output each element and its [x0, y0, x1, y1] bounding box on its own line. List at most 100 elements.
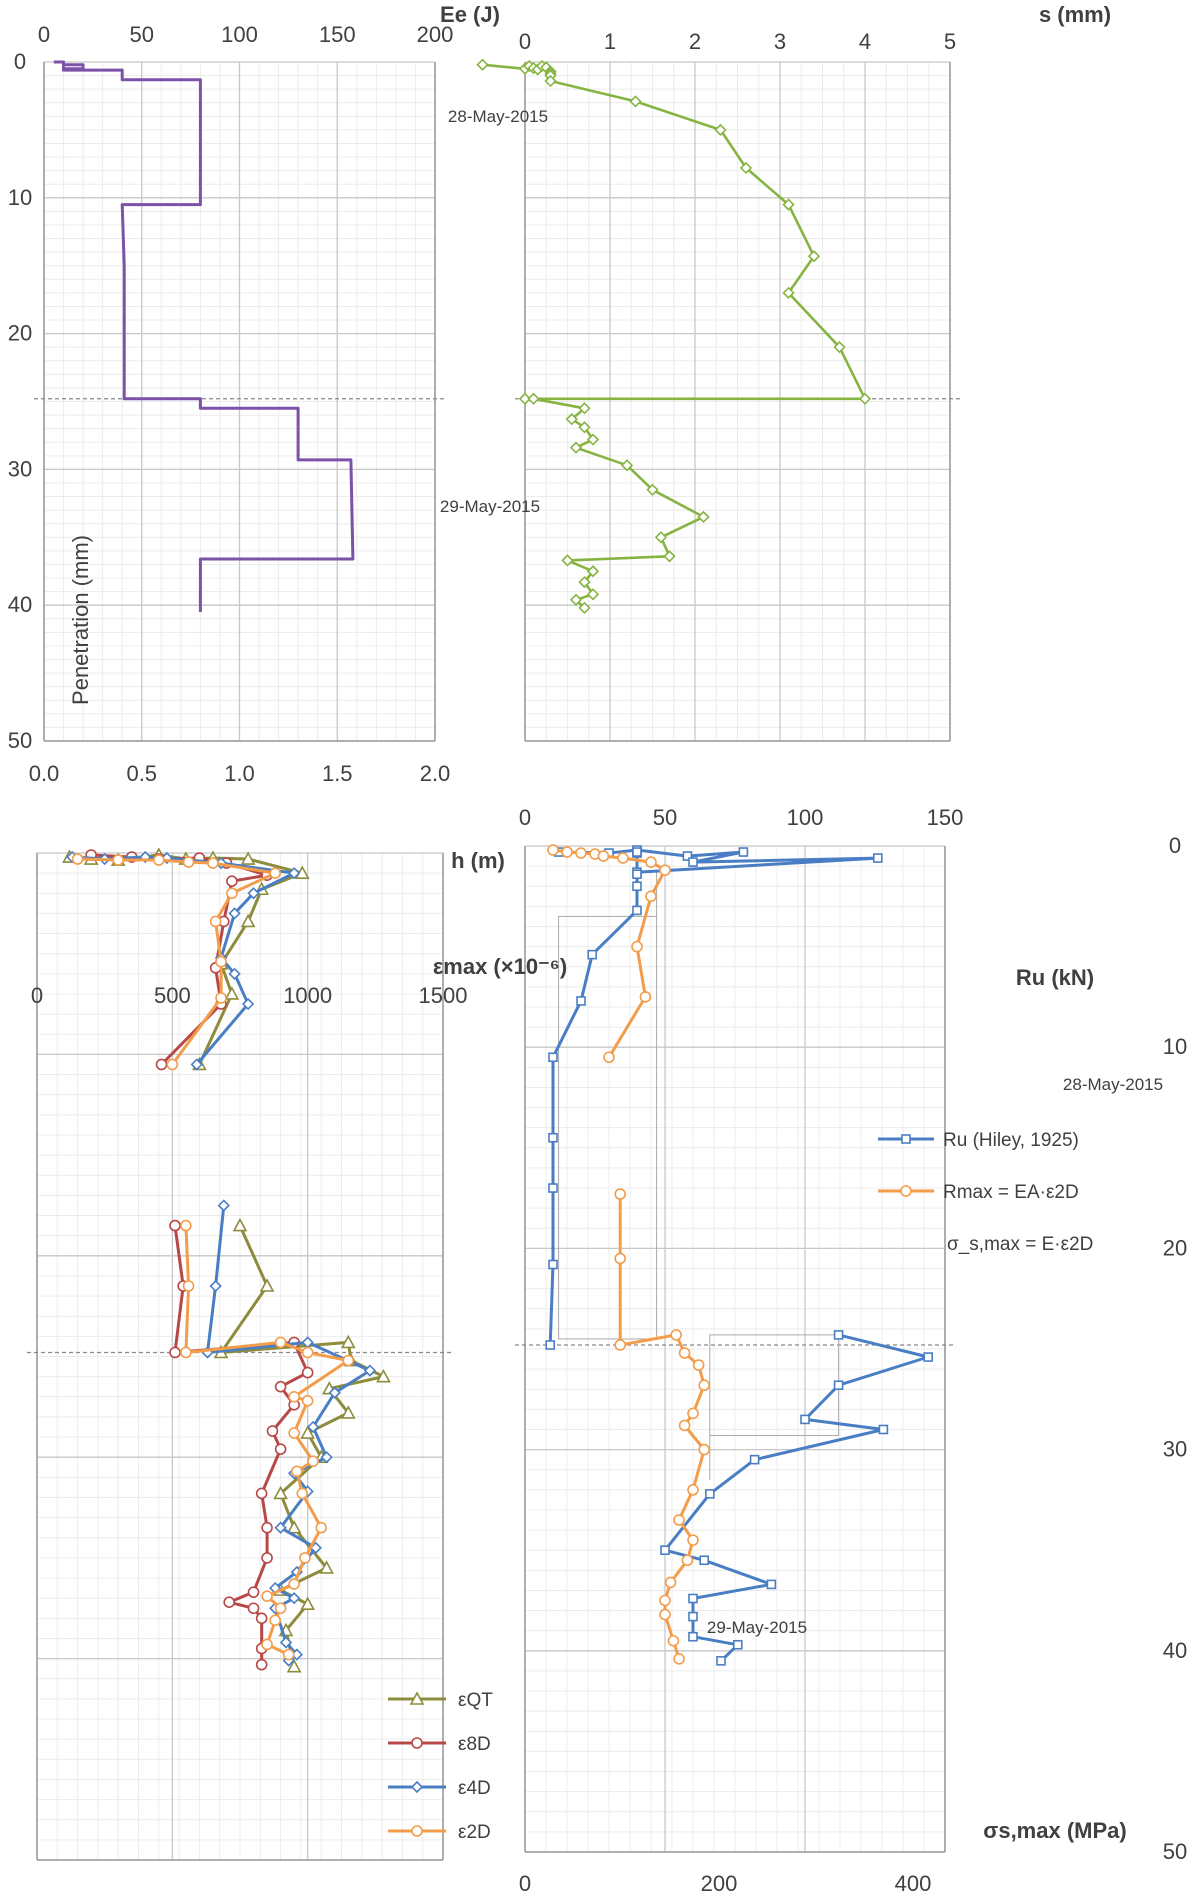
chart-c-series-3-point-2	[153, 854, 165, 866]
chart-d-legend-label-2: Rmax = EA·ε2D	[943, 1182, 1079, 1203]
chart-d-series-0-point-10	[632, 869, 642, 879]
chart-b-series-s-point-23	[578, 421, 591, 434]
chart-d-series-0-point-15	[548, 1052, 558, 1063]
chart-c-series-1-point-24	[247, 1586, 260, 1598]
chart-c-series-1-point-22	[261, 1521, 273, 1534]
chart-d-series-1-point-0	[547, 844, 559, 856]
chart-b-series-s-point-31	[561, 554, 574, 567]
chart-c-series-0-point-21	[340, 1405, 356, 1419]
chart-c-series-0-point-15	[259, 1278, 275, 1292]
chart-a-y-axis-label: Penetration (mm)	[68, 535, 93, 705]
chart-c-series-0-point-25	[286, 1520, 302, 1534]
chart-d-series-1-point-25	[687, 1534, 699, 1546]
chart-c-series-1-point-6	[226, 875, 238, 887]
chart-c-series-3-point-28	[274, 1602, 287, 1615]
chart-d-series-0-point-34	[732, 1639, 743, 1650]
chart-b-top-tick: 4	[859, 29, 871, 54]
chart-b-series-s-point-12	[714, 123, 727, 137]
chart-a-top-tick: 0	[38, 22, 50, 47]
chart-c-series-2-point-6	[247, 887, 260, 900]
chart-b-top-axis-label: s (mm)	[1039, 2, 1111, 27]
chart-d-series-0-point-13	[587, 949, 598, 960]
chart-d-series-1-point-30	[667, 1634, 680, 1647]
chart-c-series-3-point-12	[180, 1219, 192, 1232]
chart-d-series-0-point-12	[632, 905, 642, 916]
chart-c-series-3-point-29	[269, 1614, 281, 1627]
chart-a-y-tick: 10	[8, 185, 32, 210]
chart-d-bottom-axis-label: σs,max (MPa)	[983, 1818, 1126, 1843]
chart-d-series-1-point-1	[561, 846, 573, 858]
chart-b-series-s-point-0	[476, 58, 489, 71]
chart-d-y-tick: 40	[1163, 1638, 1187, 1663]
chart-c-series-1-point-17	[274, 1380, 287, 1393]
chart-a-top-tick: 200	[417, 22, 454, 47]
chart-c-series-2-point-9	[228, 967, 241, 980]
chart-d-series-1-line	[618, 1194, 706, 1660]
chart-c-top-axis-label: εmax (×10⁻⁶)	[433, 954, 567, 979]
chart-c-series-3-point-3	[182, 856, 195, 868]
chart-c-series-3-point-15	[274, 1336, 287, 1349]
chart-c-series-3-point-9	[215, 992, 227, 1004]
chart-c-series-1-point-10	[155, 1058, 168, 1071]
chart-d-series-0-point-35	[716, 1656, 726, 1666]
chart-a-y-tick: 30	[8, 456, 32, 481]
chart-c-legend-label-1: εQT	[458, 1690, 493, 1711]
chart-c-series-2-point-10	[241, 997, 255, 1011]
chart-d-legend-label-1: Ru (Hiley, 1925)	[943, 1130, 1079, 1151]
chart-a-top-tick: 50	[130, 22, 154, 47]
chart-c-series-2-point-20	[320, 1451, 333, 1464]
chart-b-series-s-point-28	[697, 510, 710, 524]
chart-a-y-tick: 0	[14, 49, 26, 74]
chart-d-top-axis-label: Ru (kN)	[1016, 965, 1094, 990]
chart-d-y-tick: 30	[1163, 1437, 1187, 1462]
chart-b-series-s-point-24	[586, 433, 600, 446]
chart-d-bottom-tick: 0	[519, 1871, 531, 1896]
chart-d-series-0-point-17	[548, 1183, 558, 1193]
chart-c-series-2-point-11	[190, 1058, 203, 1071]
chart-d-series-0-point-9	[632, 847, 642, 857]
chart-d-legend-marker-1	[900, 1185, 912, 1197]
chart-d-top-tick: 50	[653, 805, 677, 830]
chart-c-series-0-point-26	[319, 1560, 334, 1574]
chart-c-series-0-point-17	[340, 1334, 356, 1349]
chart-b-series-s-point-36	[578, 601, 591, 615]
chart-d-series-1-point-2	[575, 847, 587, 859]
chart-c-series-2-point-14	[209, 1279, 222, 1293]
chart-c-series-3-point-18	[288, 1390, 300, 1403]
chart-c-series-2-point-7	[228, 907, 241, 920]
chart-d-series-0-point-32	[688, 1611, 698, 1622]
chart-d-series-1-point-28	[659, 1594, 671, 1607]
chart-d-series-1-point-27	[664, 1576, 677, 1589]
chart-c-series-3-point-31	[282, 1648, 295, 1661]
chart-c-series-3-point-5	[269, 867, 281, 879]
chart-c-legend-labels: εQT ε8D ε4D ε2D	[458, 1690, 493, 1843]
chart-b-series-s-point-21	[578, 402, 591, 415]
chart-c-series-0-point-14	[232, 1217, 248, 1232]
chart-d-series-0-point-19	[545, 1340, 556, 1350]
chart-d-series-0-point-29	[699, 1555, 710, 1566]
chart-c-series-0-point-30	[286, 1658, 302, 1673]
chart-a-top-tick: 150	[319, 22, 356, 47]
chart-c-legend-label-4: ε2D	[458, 1822, 491, 1843]
chart-a-labels: Ee (J) h (m) Penetration (mm) 28-May-201…	[68, 2, 548, 873]
chart-b-series-s-point-18	[858, 392, 872, 405]
chart-d-series-1-point-26	[681, 1554, 694, 1567]
chart-c-legend-label-3: ε4D	[458, 1778, 491, 1799]
chart-c-series-2-point-5	[288, 867, 301, 880]
chart-b-top-tick: 5	[944, 29, 956, 54]
chart-b-series-s-point-11	[629, 95, 642, 108]
chart-d-series-0-point-24	[800, 1414, 810, 1425]
chart-c-series-3-point-1	[112, 854, 124, 866]
chart-b-series-s-point-20	[527, 392, 540, 405]
chart-b-series-s-point-35	[569, 593, 583, 606]
chart-b-series-s-point-22	[565, 413, 578, 426]
chart-b-series-s-point-19	[518, 392, 532, 405]
chart-c-series-2-point-17	[363, 1364, 377, 1377]
chart-d-series-0-point-21	[833, 1330, 844, 1340]
chart-d-series-0-point-5	[688, 857, 698, 867]
chart-b: 0 1 2 3 4 5	[476, 29, 960, 742]
chart-d-bottom-tick: 400	[895, 1871, 932, 1896]
chart-a: 0 50 100 150 200 0.0 0.5 1.0 1.5 2.0 0 10 20 30 40 50	[8, 22, 454, 786]
chart-d-series-1-point-11	[603, 1051, 615, 1064]
